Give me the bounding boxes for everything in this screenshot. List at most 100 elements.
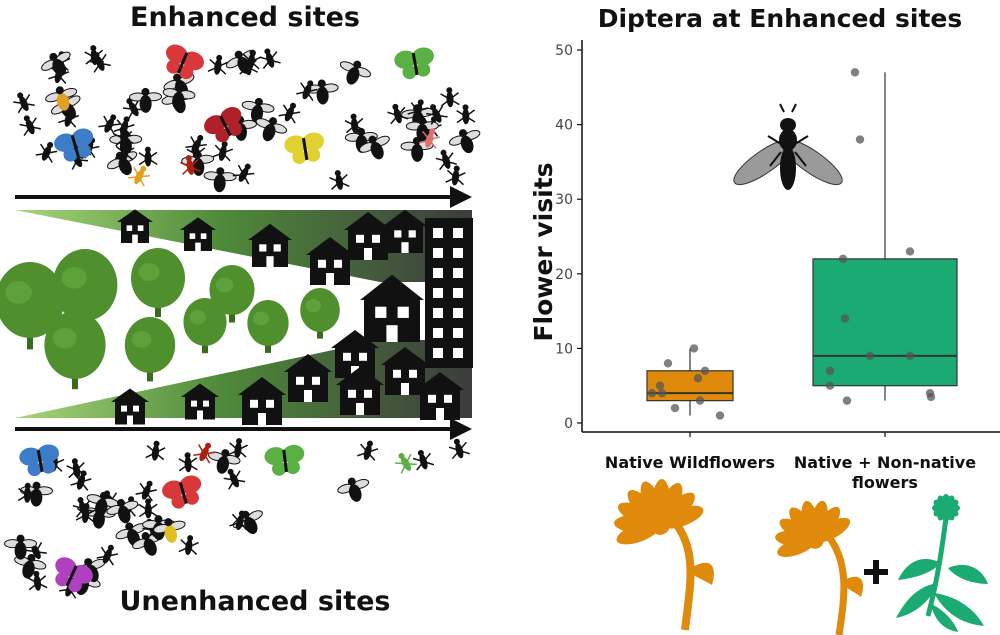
insect-icon — [445, 165, 466, 186]
data-point — [925, 388, 935, 398]
tall-building-icon — [425, 218, 473, 368]
house-icon — [381, 347, 429, 395]
bee-icon — [337, 477, 370, 502]
insect-icon — [4, 534, 38, 560]
butterfly-icon — [264, 444, 305, 476]
house-icon — [306, 237, 354, 285]
bee-icon — [14, 553, 47, 579]
butterfly-icon — [55, 557, 93, 593]
house-icon — [383, 209, 427, 253]
insect-icon — [395, 452, 417, 474]
y-tick-label: 50 — [555, 43, 573, 59]
insect-icon — [449, 129, 481, 154]
insect-icon — [203, 167, 237, 193]
box-native — [646, 344, 734, 420]
butterfly-icon — [204, 107, 242, 143]
x-category-label: Native + Non-native flowers — [794, 453, 976, 492]
y-tick-label: 30 — [555, 192, 573, 208]
insect-icon — [162, 84, 196, 110]
insect-icon — [329, 170, 350, 190]
insect-icon — [259, 48, 281, 69]
y-tick-label: 0 — [564, 416, 573, 432]
data-point — [842, 396, 852, 405]
y-tick-label: 40 — [555, 118, 573, 134]
bee-icon — [45, 86, 78, 111]
box-body — [812, 258, 958, 387]
x-category-label: Native Wildflowers — [605, 453, 775, 472]
insect-icon — [27, 570, 48, 591]
house-icon — [181, 383, 219, 420]
data-point — [693, 374, 703, 383]
house-icon — [284, 354, 332, 402]
insect-icon — [41, 51, 71, 76]
insect-icon — [344, 113, 365, 134]
tree-icon — [131, 248, 185, 317]
data-point — [865, 351, 875, 361]
house-icon — [111, 388, 149, 425]
tree-icon — [44, 311, 106, 390]
data-point — [657, 388, 667, 398]
insect-cluster-unenhanced — [4, 438, 470, 599]
insect-icon — [426, 104, 448, 125]
bee-icon — [387, 103, 409, 125]
data-point — [825, 381, 835, 390]
data-point — [855, 135, 865, 144]
insect-icon — [223, 468, 246, 490]
y-tick-label: 20 — [555, 267, 573, 283]
data-point — [905, 247, 915, 256]
house-icon — [180, 217, 216, 251]
insect-icon — [135, 480, 157, 502]
insect-icon — [232, 163, 255, 185]
insect-icon — [339, 60, 372, 85]
insect-icon — [229, 510, 251, 531]
house-icon — [238, 377, 286, 425]
house-icon — [248, 223, 292, 267]
insect-icon — [180, 155, 201, 175]
bee-icon — [84, 45, 105, 66]
data-point — [715, 411, 725, 420]
data-point — [840, 314, 850, 323]
butterfly-icon — [284, 132, 325, 164]
y-tick-label: 10 — [555, 341, 573, 357]
tree-icon — [183, 298, 227, 354]
bee-icon — [70, 470, 92, 491]
data-point — [647, 388, 657, 398]
bee-icon — [138, 498, 158, 519]
insect-icon — [13, 92, 35, 114]
insect-icon — [418, 128, 440, 149]
data-point — [850, 68, 860, 77]
insect-cluster-enhanced — [13, 44, 481, 193]
unenhanced-sites-label: Unenhanced sites — [119, 586, 391, 617]
data-point — [695, 396, 705, 405]
insect-icon — [412, 450, 435, 471]
insect-icon — [359, 135, 390, 160]
butterfly-icon — [19, 444, 59, 477]
bee-icon — [145, 440, 166, 461]
insect-icon — [193, 442, 215, 464]
y-tick-labels: 0 10 20 30 40 50 — [555, 43, 582, 432]
insect-icon — [255, 117, 288, 142]
insect-icon — [86, 491, 119, 517]
native-flower-icon — [614, 479, 714, 631]
fly-icon — [733, 103, 843, 190]
insect-icon — [456, 104, 476, 125]
chart-title: Diptera at Enhanced sites — [597, 4, 963, 33]
data-point — [689, 344, 699, 353]
data-point — [700, 366, 710, 375]
insect-icon — [35, 142, 58, 163]
insect-icon — [357, 440, 379, 461]
bee-icon — [405, 116, 439, 142]
bee-icon — [153, 518, 186, 543]
tree-icon — [124, 317, 176, 382]
butterfly-icon — [162, 475, 202, 509]
insect-icon — [17, 482, 37, 503]
tree-cluster — [0, 248, 340, 390]
y-axis-label: Flower visits — [529, 162, 558, 341]
insect-icon — [96, 544, 119, 566]
plus-icon — [864, 560, 888, 584]
tree-icon — [300, 288, 340, 339]
house-icon — [336, 367, 384, 415]
box-native-non-native — [812, 68, 958, 405]
insect-icon — [208, 449, 241, 474]
